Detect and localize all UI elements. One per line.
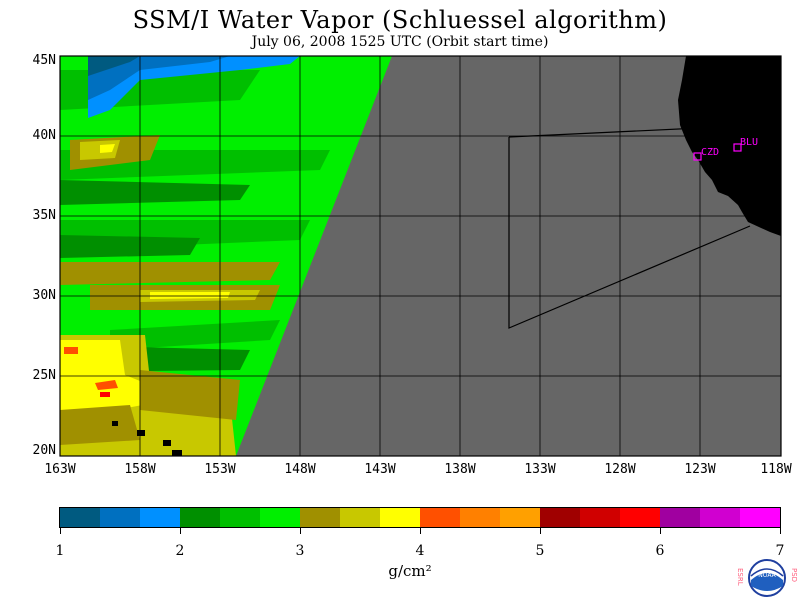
lon-label-118w: 118W [760,462,792,477]
colorbar-label-6: 6 [655,543,665,559]
hawaii-islands [112,421,182,456]
colorbar-label-4: 4 [415,543,425,559]
station-marker-blu [733,143,742,152]
colorbar-label-2: 2 [175,543,185,559]
colorbar-swatch [380,508,420,527]
colorbar-label-7: 7 [775,543,785,559]
colorbar-swatch [100,508,140,527]
lon-label-143w: 143W [364,462,396,477]
colorbar-tick-5 [540,528,541,534]
colorbar-swatch [220,508,260,527]
colorbar-swatch [420,508,460,527]
colorbar-swatch [620,508,660,527]
colorbar-swatch [60,508,100,527]
lon-label-163w: 163W [44,462,76,477]
lat-lon-grid [60,56,781,456]
colorbar-label-3: 3 [295,543,305,559]
lon-label-148w: 148W [284,462,316,477]
colorbar-tick-7 [780,528,781,534]
lon-label-123w: 123W [684,462,716,477]
map-title: SSM/I Water Vapor (Schluessel algorithm) [132,6,668,34]
lat-label-45n: 45N [32,53,56,68]
colorbar-swatch [540,508,580,527]
station-label-blu: BLU [740,137,759,148]
colorbar-swatch [260,508,300,527]
colorbar-label-5: 5 [535,543,545,559]
lat-label-25n: 25N [32,368,56,383]
colorbar-swatch [700,508,740,527]
colorbar-tick-4 [420,528,421,534]
lon-label-153w: 153W [204,462,236,477]
colorbar-swatch [300,508,340,527]
map-subtitle: July 06, 2008 1525 UTC (Orbit start time… [251,34,549,50]
colorbar-tick-6 [660,528,661,534]
colorbar-swatch [340,508,380,527]
lat-label-30n: 30N [32,288,56,303]
lon-label-158w: 158W [124,462,156,477]
colorbar [59,507,781,528]
colorbar-swatch [740,508,780,527]
colorbar-unit: g/cm² [388,562,432,580]
station-label-czd: CZD [701,147,720,158]
colorbar-swatch [660,508,700,527]
logo-right-text: PSD [790,568,798,582]
water-vapor-swath [60,56,392,456]
colorbar-swatch [500,508,540,527]
logo-left-text: ESRL [736,568,744,586]
land-california [678,56,781,236]
colorbar-swatch [140,508,180,527]
noaa-logo-icon: NOAA ESRL PSD [736,559,798,597]
lon-label-138w: 138W [444,462,476,477]
colorbar-tick-1 [60,528,61,534]
colorbar-tick-3 [300,528,301,534]
colorbar-tick-2 [180,528,181,534]
lat-label-40n: 40N [32,128,56,143]
lat-label-35n: 35N [32,208,56,223]
colorbar-swatch [580,508,620,527]
colorbar-label-1: 1 [55,543,65,559]
logo-center-text: NOAA [758,572,776,579]
lon-label-133w: 133W [524,462,556,477]
lat-label-20n: 20N [32,443,56,458]
colorbar-swatch [460,508,500,527]
map-frame [59,55,782,457]
domain-outline [508,127,751,329]
station-marker-czd [693,152,702,161]
lon-label-128w: 128W [604,462,636,477]
colorbar-swatch [180,508,220,527]
